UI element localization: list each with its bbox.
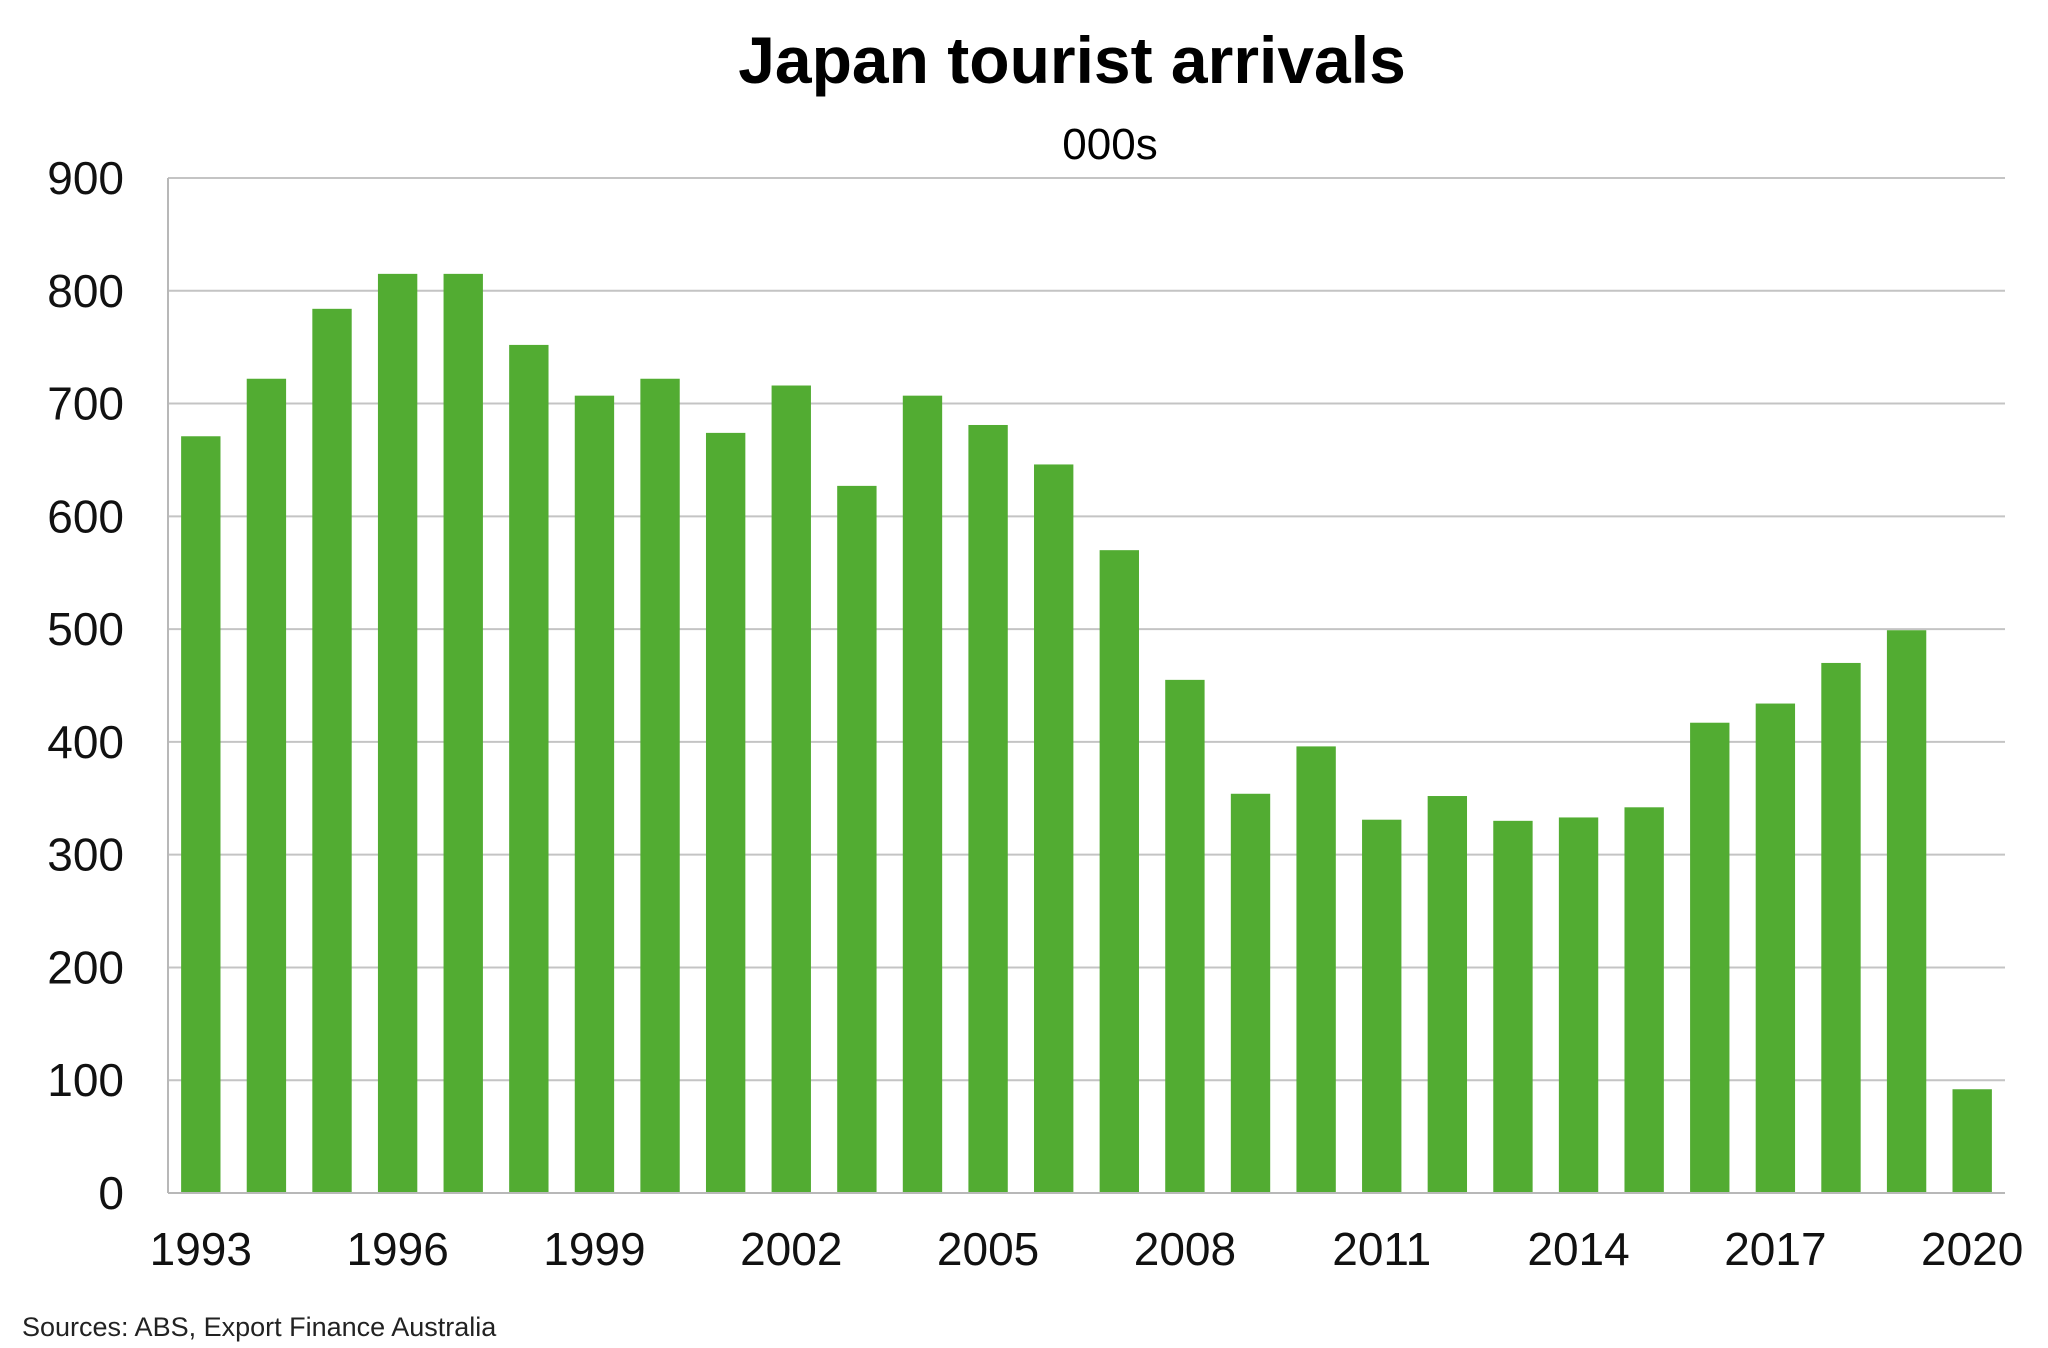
y-tick-label: 300 (47, 829, 124, 881)
bar-2004 (902, 395, 943, 1193)
y-tick-label: 900 (47, 152, 124, 204)
axes (167, 178, 2005, 1194)
bar-2010 (1296, 746, 1336, 1193)
y-tick-label: 800 (47, 265, 124, 317)
source-note: Sources: ABS, Export Finance Australia (22, 1312, 497, 1342)
bar-2014 (1558, 817, 1599, 1193)
bar-2012 (1427, 796, 1468, 1193)
bar-2018 (1821, 662, 1861, 1193)
bar-1995 (312, 308, 352, 1193)
bar-2002 (771, 385, 811, 1193)
x-tick-label: 2017 (1724, 1223, 1826, 1275)
y-tick-label: 200 (47, 941, 124, 993)
y-tick-label: 0 (98, 1167, 124, 1219)
bar-2013 (1493, 820, 1533, 1193)
x-tick-label: 1996 (346, 1223, 448, 1275)
x-tick-label: 2014 (1527, 1223, 1629, 1275)
bar-2003 (837, 485, 877, 1194)
bar-2001 (705, 432, 746, 1193)
bar-2016 (1690, 722, 1730, 1193)
x-tick-label: 2005 (937, 1223, 1039, 1275)
bar-2017 (1755, 703, 1796, 1193)
bar-2020 (1952, 1089, 1992, 1193)
bar-2009 (1230, 793, 1271, 1193)
y-tick-label: 700 (47, 378, 124, 430)
x-tick-label: 1993 (150, 1223, 252, 1275)
x-tick-label: 1999 (543, 1223, 645, 1275)
bar-1993 (181, 436, 221, 1193)
bar-2006 (1034, 464, 1074, 1193)
bar-2019 (1886, 630, 1927, 1193)
y-tick-label: 400 (47, 716, 124, 768)
bar-2015 (1624, 807, 1664, 1193)
chart-title: Japan tourist arrivals (738, 23, 1406, 97)
x-tick-labels: 1993 1996 1999 2002 2005 2008 2011 2014 2017 2020 (150, 1223, 2024, 1275)
y-tick-label: 500 (47, 603, 124, 655)
bar-2000 (640, 378, 680, 1193)
bar-1997 (443, 273, 483, 1194)
bars (181, 273, 1992, 1194)
bar-1996 (377, 273, 418, 1194)
chart-subtitle: 000s (1062, 120, 1158, 169)
x-tick-label: 2002 (740, 1223, 842, 1275)
x-tick-label: 2020 (1921, 1223, 2023, 1275)
bar-2007 (1099, 550, 1139, 1193)
bar-1999 (574, 395, 615, 1193)
bar-2011 (1362, 819, 1402, 1193)
bar-2008 (1165, 679, 1205, 1193)
bar-1994 (246, 378, 287, 1193)
bar-1998 (509, 344, 549, 1193)
y-tick-label: 600 (47, 490, 124, 542)
x-tick-label: 2011 (1332, 1223, 1431, 1275)
bar-2005 (968, 424, 1008, 1193)
y-tick-labels: 0 100 200 300 400 500 600 700 800 900 (47, 152, 124, 1219)
x-tick-label: 2008 (1134, 1223, 1236, 1275)
y-tick-label: 100 (47, 1054, 124, 1106)
